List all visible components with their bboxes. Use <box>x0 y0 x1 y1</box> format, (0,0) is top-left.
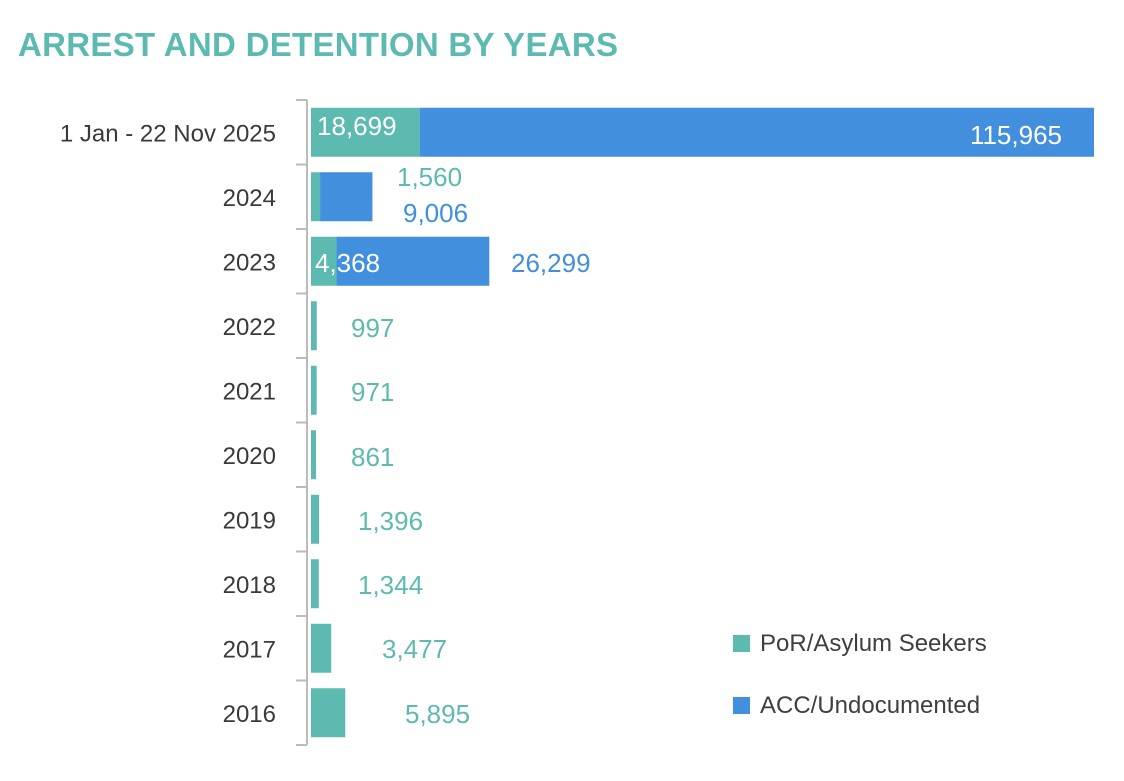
legend-label-acc: ACC/Undocumented <box>760 691 981 719</box>
bar-por <box>311 365 317 415</box>
category-label: 2017 <box>223 636 276 663</box>
bar-por <box>311 107 420 157</box>
category-label: 2016 <box>223 701 276 728</box>
data-label-por: 4,368 <box>315 248 380 278</box>
data-label-por: 5,895 <box>405 699 470 729</box>
bar-por <box>311 623 332 673</box>
legend: PoR/Asylum Seekers ACC/Undocumented <box>733 628 987 752</box>
category-label: 2024 <box>223 185 276 212</box>
category-label: 1 Jan - 22 Nov 2025 <box>60 120 276 147</box>
legend-swatch-por <box>733 635 750 652</box>
category-label: 2019 <box>223 507 276 534</box>
bar-por <box>311 430 317 480</box>
bar-acc <box>320 172 373 222</box>
data-label-por: 1,396 <box>358 506 423 536</box>
bar-por <box>311 559 319 609</box>
data-label-por: 18,699 <box>317 111 397 141</box>
chart-title: ARREST AND DETENTION BY YEARS <box>18 26 619 63</box>
category-label: 2022 <box>223 314 276 341</box>
bar-acc <box>419 107 1094 157</box>
data-label-acc: 9,006 <box>403 198 468 228</box>
bar-acc <box>336 236 490 286</box>
category-label: 2020 <box>223 443 276 470</box>
bar-por <box>311 172 321 222</box>
category-label: 2021 <box>223 378 276 405</box>
data-label-por: 1,560 <box>397 162 462 192</box>
legend-label-por: PoR/Asylum Seekers <box>760 629 987 657</box>
category-label: 2023 <box>223 249 276 276</box>
bar-por <box>311 688 346 738</box>
bar-por <box>311 236 337 286</box>
data-label-por: 997 <box>351 313 394 343</box>
bar-por <box>311 494 320 544</box>
data-label-por: 971 <box>351 377 394 407</box>
legend-item-por: PoR/Asylum Seekers <box>733 628 987 659</box>
data-label-por: 861 <box>351 442 394 472</box>
category-label: 2018 <box>223 572 276 599</box>
data-label-acc: 115,965 <box>970 120 1062 150</box>
bar-por <box>311 301 317 351</box>
data-label-acc: 26,299 <box>511 248 591 278</box>
data-label-por: 1,344 <box>358 570 423 600</box>
legend-swatch-acc <box>733 697 750 714</box>
data-label-por: 3,477 <box>382 634 447 664</box>
legend-item-acc: ACC/Undocumented <box>733 690 987 721</box>
